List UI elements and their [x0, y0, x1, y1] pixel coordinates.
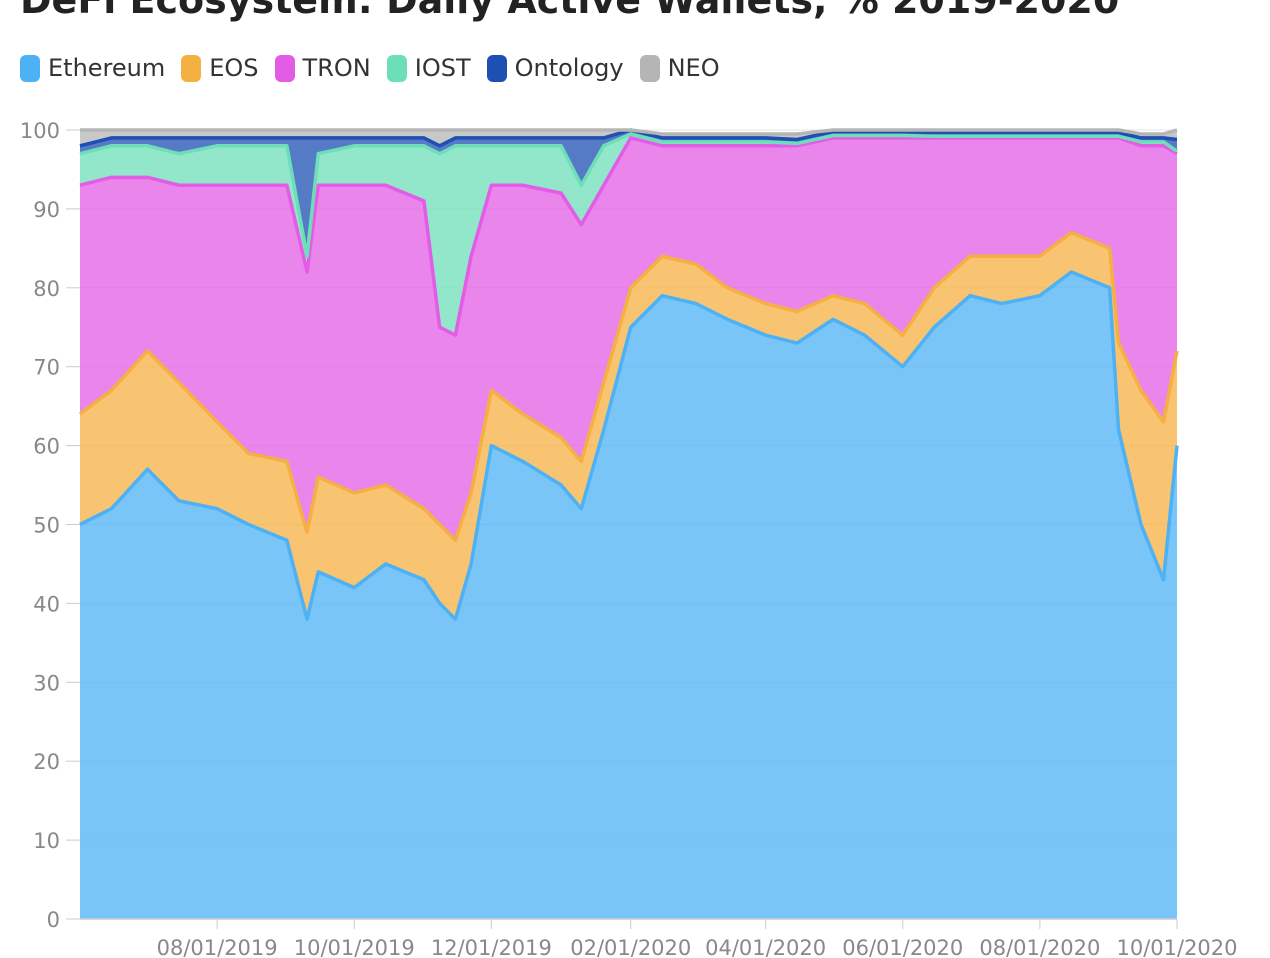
y-tick-label: 60 — [33, 435, 60, 459]
legend-item[interactable]: EOS — [181, 54, 259, 82]
legend-swatch — [274, 54, 295, 82]
area-ethereum — [80, 272, 1177, 919]
area-tron — [80, 137, 1177, 541]
x-tick-label: 04/01/2020 — [705, 936, 826, 958]
y-tick-label: 30 — [33, 671, 60, 695]
legend-item[interactable]: Ethereum — [20, 54, 165, 82]
y-tick-label: 70 — [33, 356, 60, 380]
y-tick-label: 10 — [33, 829, 60, 853]
y-tick-label: 40 — [33, 592, 60, 616]
legend-label: EOS — [209, 54, 259, 82]
legend-label: TRON — [302, 54, 371, 82]
area-ontology — [80, 130, 1177, 257]
y-tick-label: 90 — [33, 198, 60, 222]
legend-item[interactable]: TRON — [274, 54, 371, 82]
line-ontology — [79, 128, 1178, 148]
x-axis: 08/01/2019 10/01/2019 12/01/2019 02/01/2020… — [80, 918, 1238, 958]
x-tick-label: 06/01/2020 — [842, 936, 963, 958]
legend-label: Ontology — [514, 54, 624, 82]
series-lines — [78, 128, 1179, 621]
legend-swatch — [486, 54, 507, 82]
y-tick-label: 20 — [33, 750, 60, 774]
line-eos — [78, 230, 1179, 543]
x-tick-label: 10/01/2020 — [1116, 936, 1237, 958]
y-tick-label: 50 — [33, 514, 60, 538]
x-tick-label: 08/01/2019 — [157, 936, 278, 958]
line-iost — [79, 132, 1179, 258]
legend-swatch — [181, 54, 202, 82]
y-axis: 0 10 20 30 40 50 60 70 80 90 100 — [20, 119, 80, 932]
x-tick-label: 08/01/2020 — [979, 936, 1100, 958]
line-neo — [80, 128, 1178, 136]
area-series — [80, 130, 1177, 919]
y-tick-label: 0 — [47, 908, 60, 932]
y-tick-label: 80 — [33, 277, 60, 301]
legend-item[interactable]: IOST — [386, 54, 471, 82]
x-tick-label: 02/01/2020 — [570, 936, 691, 958]
legend-swatch — [639, 54, 660, 82]
legend-item[interactable]: NEO — [639, 54, 720, 82]
legend-label: IOST — [414, 54, 471, 82]
legend-label: Ethereum — [48, 54, 166, 82]
legend-item[interactable]: Ontology — [486, 54, 624, 82]
legend-label: NEO — [667, 54, 720, 82]
area-neo — [80, 130, 1177, 146]
area-eos — [80, 232, 1177, 620]
x-tick-label: 12/01/2019 — [431, 936, 552, 958]
line-ethereum — [79, 270, 1179, 621]
legend-swatch — [386, 54, 407, 82]
chart-title: DeFi Ecosystem: Daily Active Wallets, % … — [20, 0, 1120, 22]
legend-swatch — [20, 54, 40, 82]
y-tick-label: 100 — [20, 119, 60, 143]
x-tick-label: 10/01/2019 — [294, 936, 415, 958]
chart-legend: Ethereum EOS TRON IOST Ontology NEO — [20, 54, 736, 82]
